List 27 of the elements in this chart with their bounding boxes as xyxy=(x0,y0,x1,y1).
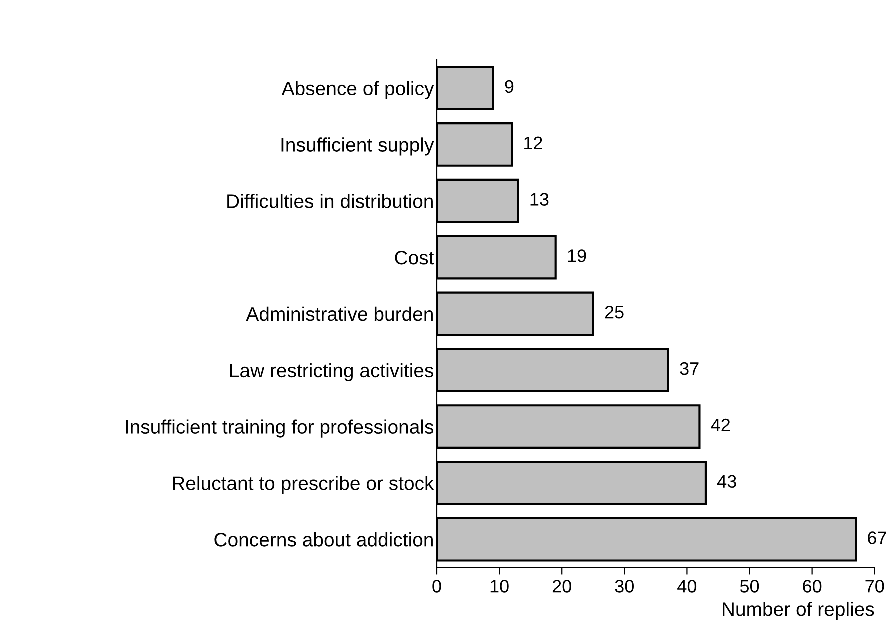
data-label: 42 xyxy=(711,418,730,432)
data-label: 37 xyxy=(680,362,699,376)
x-tick-label: 30 xyxy=(615,580,634,593)
x-tick-label: 20 xyxy=(552,580,572,593)
y-tick-label: Insufficient training for professionals xyxy=(126,420,434,438)
data-label: 13 xyxy=(530,193,549,206)
y-tick-label: Difficulties in distribution xyxy=(228,194,433,208)
x-tick-label: 40 xyxy=(678,580,697,593)
y-tick-label: Cost xyxy=(395,250,434,265)
x-tick-label: 0 xyxy=(432,580,442,593)
x-tick-label: 10 xyxy=(490,580,509,593)
data-label: 9 xyxy=(505,80,514,94)
y-tick-label: Concerns about addiction xyxy=(214,532,433,547)
y-tick-label: Administrative burden xyxy=(246,306,433,322)
data-label: 12 xyxy=(524,136,542,150)
data-label: 67 xyxy=(868,532,886,544)
x-tick-label: 70 xyxy=(866,580,884,593)
x-axis-title: Number of replies xyxy=(723,602,874,620)
y-tick-label: Reluctant to prescribe or stock xyxy=(173,476,434,494)
y-tick-label: Absence of policy xyxy=(282,81,434,100)
y-tick-label: Law restricting activities xyxy=(230,363,434,382)
x-tick-label: 50 xyxy=(740,580,760,593)
data-label: 25 xyxy=(605,306,624,319)
x-tick-label: 60 xyxy=(803,580,822,593)
data-label: 43 xyxy=(718,475,736,488)
y-tick-label: Insufficient supply xyxy=(282,138,434,156)
data-label: 19 xyxy=(568,250,586,262)
